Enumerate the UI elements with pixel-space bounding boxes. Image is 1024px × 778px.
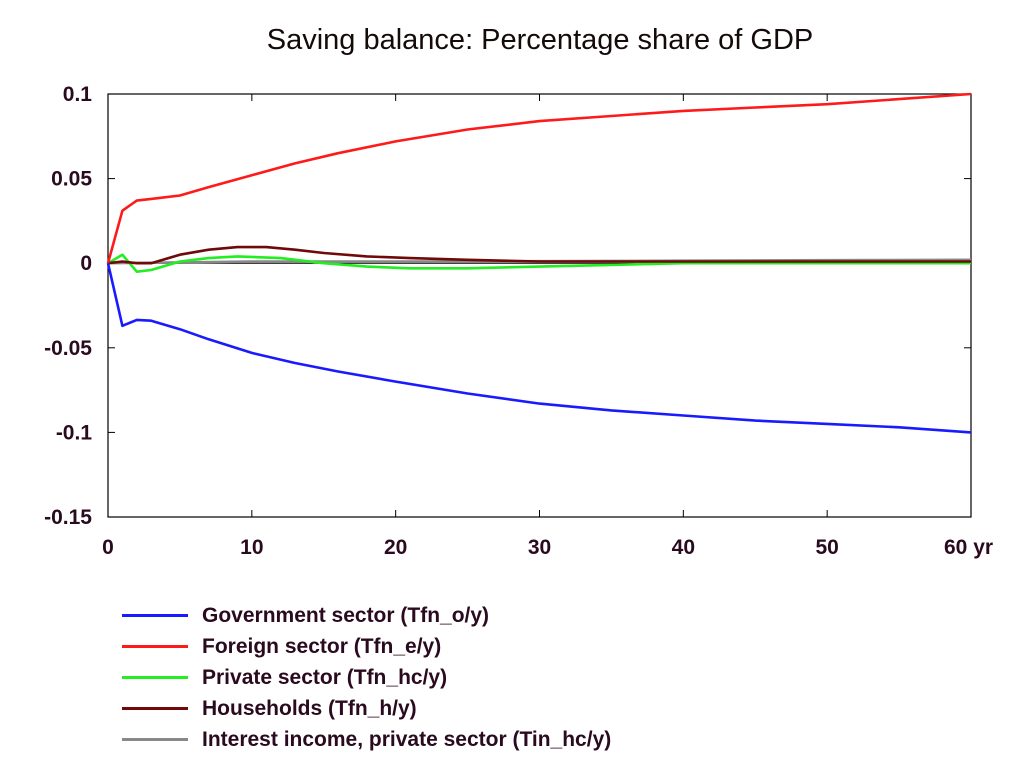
y-tick-label: -0.15 [44,506,92,529]
x-tick-label: 50 [815,536,838,559]
series-line [106,262,972,434]
legend-item: Private sector (Tfn_hc/y) [122,662,611,693]
series-line [106,92,972,264]
legend-swatch [122,645,188,648]
legend-swatch [122,738,188,741]
chart-title: Saving balance: Percentage share of GDP [266,24,814,56]
legend-label: Households (Tfn_h/y) [202,696,417,720]
legend-swatch [122,676,188,679]
plot-border [107,93,972,518]
x-tick-label: 40 [672,536,695,559]
series-line [107,253,971,273]
y-tick-label: 0 [80,252,92,275]
legend-swatch [122,707,188,710]
y-tick-label: -0.1 [56,421,93,444]
legend-item: Households (Tfn_h/y) [122,693,611,724]
x-tick-label: 60 yr [944,536,993,559]
legend-label: Foreign sector (Tfn_e/y) [202,634,442,658]
y-tick-label: -0.05 [44,337,92,360]
legend-item: Interest income, private sector (Tin_hc/… [122,724,611,755]
legend-item: Foreign sector (Tfn_e/y) [122,631,611,662]
x-tick-label: 20 [384,536,407,559]
x-tick-label: 10 [240,536,263,559]
x-tick-label: 30 [528,536,551,559]
legend-item: Government sector (Tfn_o/y) [122,600,611,631]
y-tick-label: 0.05 [51,168,92,191]
series-line [107,245,971,265]
tick-labels: 0.1 0.05 0 -0.05 -0.1 -0.15 0 10 20 30 40 50 60 yr [44,83,993,559]
legend: Government sector (Tfn_o/y) Foreign secto… [122,600,611,755]
legend-label: Private sector (Tfn_hc/y) [202,665,448,689]
plot-frame [107,93,972,518]
legend-label: Interest income, private sector (Tin_hc/… [202,727,612,751]
line-chart: 0.1 0.05 0 -0.05 -0.1 -0.15 0 10 20 30 40 50 60 yr [44,83,993,559]
x-tick-label: 0 [102,536,114,559]
legend-label: Government sector (Tfn_o/y) [202,603,490,627]
series-lines [106,92,972,434]
legend-swatch [122,614,188,617]
y-tick-label: 0.1 [63,83,93,106]
